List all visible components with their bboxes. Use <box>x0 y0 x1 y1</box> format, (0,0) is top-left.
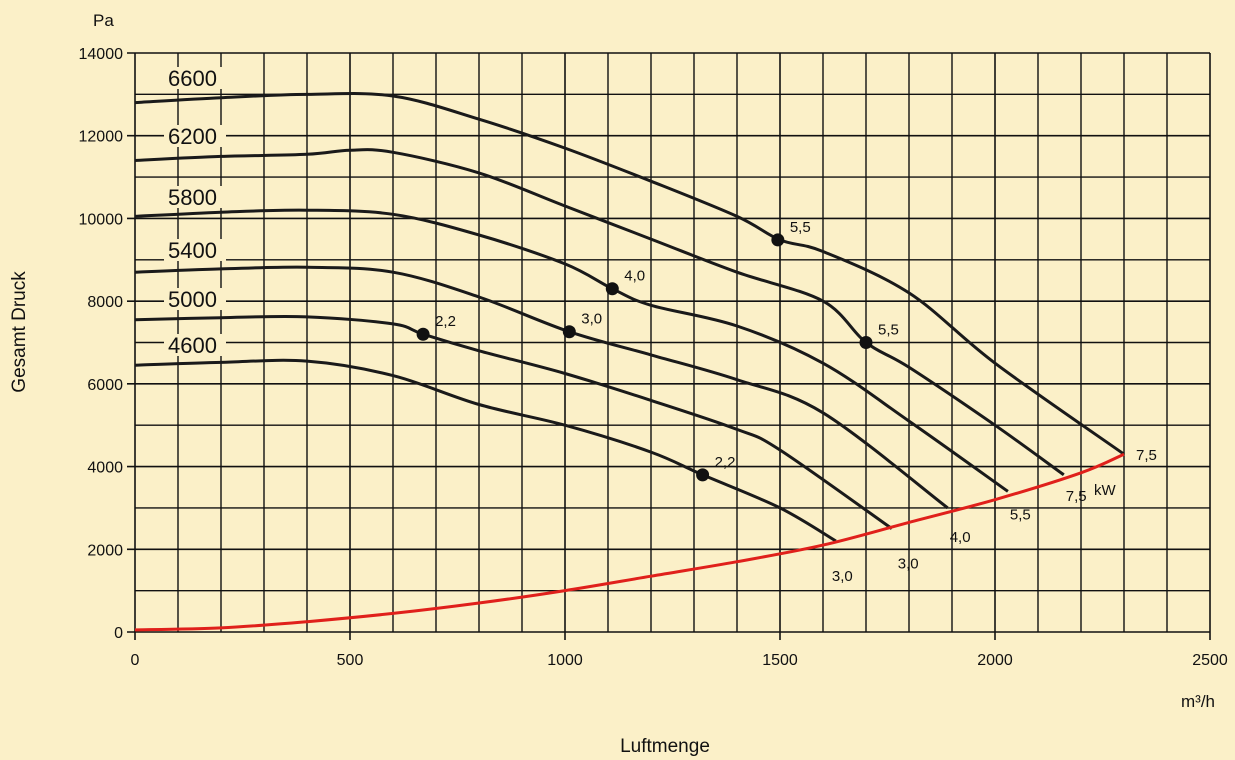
curve-marker-point <box>771 233 785 247</box>
y-tick-label: 12000 <box>79 129 124 146</box>
marker-kw-label: 5,5 <box>878 322 899 339</box>
x-tick-label: 2000 <box>977 652 1013 669</box>
y-tick-label: 0 <box>114 625 123 642</box>
rpm-label: 5400 <box>168 238 217 263</box>
marker-kw-label: 2,2 <box>715 454 736 471</box>
y-tick-label: 10000 <box>79 211 124 228</box>
y-axis-title: Gesamt Druck <box>9 271 30 393</box>
grid <box>127 52 1211 640</box>
marker-kw-label: 5,5 <box>790 219 811 236</box>
rpm-label: 6200 <box>168 124 217 149</box>
y-tick-label: 6000 <box>87 377 123 394</box>
curve-marker-point <box>696 468 710 482</box>
marker-kw-label: 3,0 <box>581 311 602 328</box>
limit-curve-group <box>134 452 1125 632</box>
tick-labels: 0 500 1000 1500 2000 2500 0 2000 4000 6000 8000 100… <box>79 46 1228 669</box>
rpm-label: 5800 <box>168 185 217 210</box>
x-tick-label: 2500 <box>1192 652 1228 669</box>
fan-curve-4600 <box>134 358 837 543</box>
curve-labels: 6600 7,5 6200 7,5 5800 5,5 5400 4,0 5000 3,0 4600 3… <box>164 66 1157 585</box>
limit-curve <box>134 452 1125 632</box>
fan-curve-6200 <box>134 148 1065 477</box>
x-axis-title: Luftmenge <box>620 736 710 757</box>
fan-curves <box>134 92 1125 543</box>
rpm-label-bg <box>164 334 226 356</box>
kw-unit-label: kW <box>1094 482 1117 499</box>
end-kw-label: 4,0 <box>950 529 971 546</box>
rpm-label: 5000 <box>168 287 217 312</box>
x-tick-label: 500 <box>337 652 364 669</box>
end-kw-label: 7,5 <box>1136 447 1157 464</box>
y-tick-label: 4000 <box>87 460 123 477</box>
curve-marker-point <box>859 336 873 349</box>
rpm-label: 4600 <box>168 333 217 358</box>
marker-kw-label: 2,2 <box>435 313 456 330</box>
fan-curve-6600 <box>134 92 1125 456</box>
end-kw-label: 5,5 <box>1010 506 1031 523</box>
y-tick-label: 8000 <box>87 294 123 311</box>
curve-markers: 5,5 5,5 4,0 3,0 2,2 2,2 <box>416 219 899 482</box>
y-unit-label: Pa <box>93 11 114 30</box>
curve-marker-point <box>416 327 430 341</box>
end-kw-label: 3,0 <box>898 556 919 573</box>
rpm-label: 6600 <box>168 66 217 91</box>
curve-marker-point <box>562 325 576 339</box>
x-tick-label: 0 <box>131 652 140 669</box>
y-tick-label: 2000 <box>87 542 123 559</box>
rpm-label-bg <box>164 125 226 147</box>
marker-kw-label: 4,0 <box>624 268 645 285</box>
fan-curve-5800 <box>134 208 1009 493</box>
end-kw-label: 3,0 <box>832 568 853 585</box>
x-unit-label: m³/h <box>1181 692 1215 711</box>
rpm-label-bg <box>164 186 226 208</box>
x-tick-label: 1000 <box>547 652 583 669</box>
curve-marker-point <box>605 282 619 296</box>
x-tick-label: 1500 <box>762 652 798 669</box>
rpm-label-bg <box>164 67 226 89</box>
y-tick-label: 14000 <box>79 46 124 63</box>
rpm-label-bg <box>164 288 226 310</box>
fan-curve-5000 <box>134 314 893 530</box>
fan-curve-5400 <box>134 265 949 510</box>
end-kw-label: 7,5 <box>1066 488 1087 505</box>
rpm-label-bg <box>164 239 226 261</box>
